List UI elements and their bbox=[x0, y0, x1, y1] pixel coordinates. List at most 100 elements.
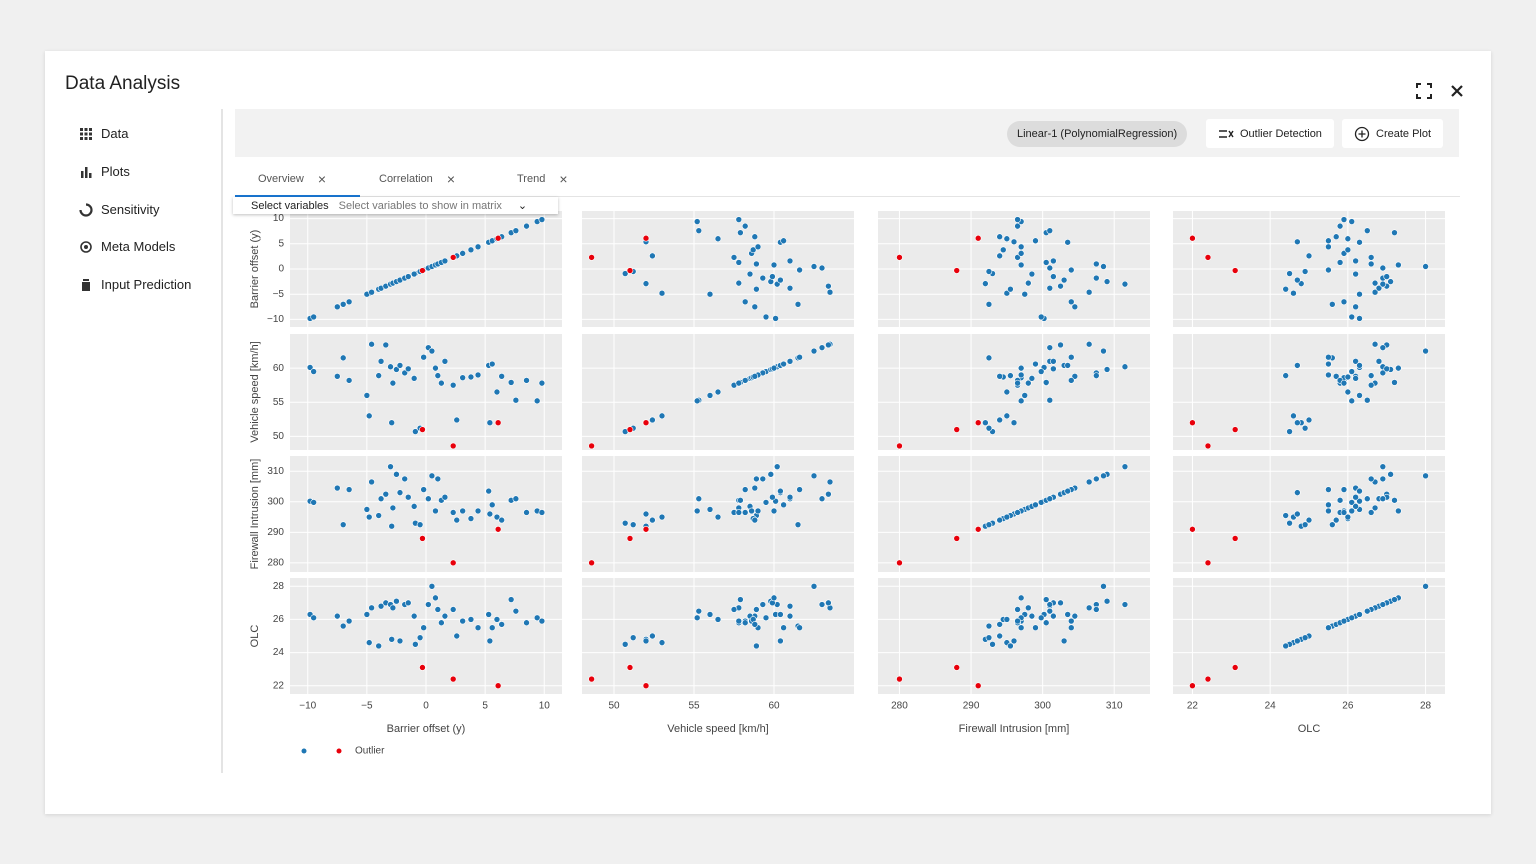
data-point bbox=[1332, 373, 1340, 380]
data-point bbox=[626, 426, 634, 433]
x-tick-label: 24 bbox=[1265, 701, 1277, 712]
data-point bbox=[1060, 637, 1068, 645]
sidebar-label: Plots bbox=[101, 164, 130, 179]
data-point bbox=[1046, 344, 1054, 351]
data-point bbox=[1050, 257, 1057, 265]
data-point bbox=[486, 510, 494, 518]
data-point bbox=[432, 594, 439, 602]
data-point bbox=[1042, 379, 1050, 386]
data-point bbox=[434, 475, 442, 483]
tab[interactable]: Correlation × bbox=[379, 171, 455, 187]
outlier-button[interactable]: Outlier Detection bbox=[1206, 119, 1334, 148]
data-point bbox=[1064, 362, 1071, 369]
data-point bbox=[1032, 237, 1039, 245]
data-point bbox=[334, 612, 341, 620]
data-point bbox=[786, 257, 794, 265]
x-axis-title: Firewall Intrusion [mm] bbox=[959, 723, 1070, 735]
data-point bbox=[507, 596, 515, 603]
data-point bbox=[345, 486, 353, 493]
data-point bbox=[389, 379, 397, 387]
data-point bbox=[387, 363, 394, 371]
data-point bbox=[1025, 604, 1032, 612]
data-point bbox=[1356, 392, 1363, 399]
data-point bbox=[467, 616, 475, 623]
data-point bbox=[1017, 397, 1025, 405]
data-point bbox=[1387, 471, 1394, 478]
model-chip[interactable]: Linear-1 (PolynomialRegression) bbox=[1007, 121, 1188, 147]
data-point bbox=[1067, 377, 1075, 384]
data-point bbox=[428, 347, 436, 355]
data-point bbox=[345, 298, 353, 306]
data-point bbox=[1352, 303, 1359, 311]
data-point bbox=[1395, 261, 1402, 269]
plot-cell bbox=[1173, 334, 1445, 450]
sidebar-item[interactable]: Sensitivity bbox=[79, 202, 160, 217]
y-tick-label: 290 bbox=[267, 527, 284, 538]
sidebar-item[interactable]: Data bbox=[79, 126, 128, 141]
data-point bbox=[1017, 261, 1025, 269]
data-point bbox=[523, 377, 530, 384]
data-point bbox=[588, 675, 595, 683]
data-point bbox=[507, 379, 515, 386]
data-point bbox=[1017, 243, 1025, 251]
data-point bbox=[1379, 601, 1387, 608]
data-point bbox=[746, 270, 754, 278]
data-point bbox=[693, 397, 701, 405]
data-point bbox=[753, 642, 760, 650]
data-point bbox=[1352, 503, 1359, 510]
data-point bbox=[714, 513, 722, 521]
data-point bbox=[1294, 276, 1301, 284]
data-point bbox=[754, 507, 762, 515]
data-point bbox=[996, 632, 1003, 640]
data-point bbox=[996, 621, 1003, 628]
data-point bbox=[1071, 303, 1079, 311]
data-point bbox=[1057, 599, 1064, 607]
data-point bbox=[649, 416, 656, 424]
icon bbox=[80, 127, 92, 140]
data-point bbox=[459, 507, 466, 515]
data-point bbox=[459, 617, 466, 625]
fullscreen-button[interactable] bbox=[1415, 82, 1433, 100]
y-tick-label: 26 bbox=[273, 614, 285, 625]
data-point bbox=[642, 234, 650, 242]
data-point bbox=[1014, 509, 1021, 516]
data-point bbox=[777, 611, 784, 618]
data-point bbox=[1344, 513, 1352, 521]
data-point bbox=[1103, 597, 1111, 605]
create-plot-button[interactable]: Create Plot bbox=[1342, 119, 1444, 148]
data-point bbox=[1367, 475, 1375, 483]
sidebar-item[interactable]: Input Prediction bbox=[79, 277, 191, 292]
data-point bbox=[953, 267, 961, 274]
data-point bbox=[825, 341, 832, 349]
data-point bbox=[1093, 606, 1100, 613]
y-tick-label: 10 bbox=[273, 213, 285, 224]
data-point bbox=[810, 472, 818, 480]
data-point bbox=[1037, 313, 1045, 321]
data-point bbox=[449, 381, 457, 389]
data-point bbox=[996, 233, 1003, 241]
data-point bbox=[1037, 368, 1045, 375]
tab[interactable]: Overview × bbox=[258, 171, 327, 187]
y-tick-label: 60 bbox=[273, 363, 285, 374]
data-point bbox=[796, 353, 803, 361]
data-point bbox=[474, 371, 482, 379]
data-point bbox=[419, 426, 426, 433]
data-point bbox=[1348, 313, 1356, 321]
data-point bbox=[1301, 268, 1309, 275]
variable-select[interactable]: Select variables Select variables to show… bbox=[233, 197, 558, 214]
data-point bbox=[467, 515, 475, 522]
sidebar-item[interactable]: Meta Models bbox=[79, 239, 175, 254]
data-point bbox=[773, 463, 781, 470]
data-point bbox=[1121, 280, 1129, 288]
data-point bbox=[1085, 604, 1093, 612]
icon bbox=[82, 278, 90, 291]
data-point bbox=[512, 495, 520, 503]
data-point bbox=[982, 280, 989, 287]
select-placeholder: Select variables to show in matrix bbox=[338, 199, 502, 212]
data-point bbox=[533, 614, 541, 622]
close-button[interactable] bbox=[1449, 83, 1465, 99]
sidebar-item[interactable]: Plots bbox=[79, 164, 130, 179]
tab[interactable]: Trend × bbox=[517, 171, 568, 187]
data-point bbox=[825, 599, 832, 607]
data-point bbox=[368, 340, 375, 348]
